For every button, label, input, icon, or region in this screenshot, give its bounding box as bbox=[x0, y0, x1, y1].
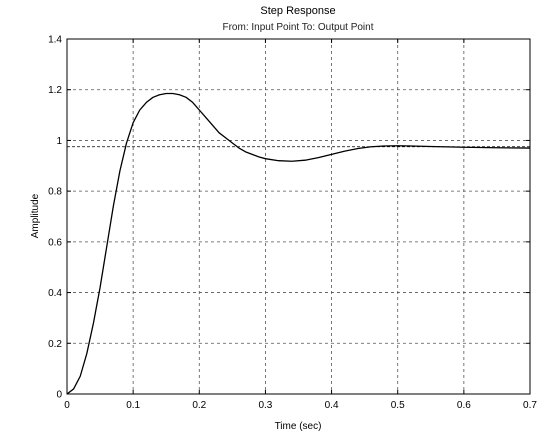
y-tick-label: 1 bbox=[56, 136, 62, 147]
x-tick-label: 0.3 bbox=[258, 400, 272, 411]
x-tick-label: 0.4 bbox=[325, 400, 339, 411]
x-tick-label: 0.5 bbox=[391, 400, 405, 411]
x-tick-label: 0 bbox=[64, 400, 70, 411]
y-tick-label: 0.4 bbox=[48, 288, 62, 299]
y-tick-label: 0 bbox=[56, 390, 62, 401]
series-layer bbox=[66, 92, 531, 395]
chart-title: Step Response bbox=[260, 5, 335, 17]
x-axis-label: Time (sec) bbox=[275, 421, 322, 432]
y-tick-label: 0.8 bbox=[48, 187, 62, 198]
grid bbox=[67, 39, 530, 394]
x-tick-label: 0.2 bbox=[192, 400, 206, 411]
y-axis-label: Amplitude bbox=[30, 193, 41, 238]
chart-subtitle: From: Input Point To: Output Point bbox=[222, 22, 373, 33]
x-tick-label: 0.7 bbox=[523, 400, 537, 411]
x-tick-label: 0.1 bbox=[126, 400, 140, 411]
step-response-line bbox=[66, 92, 531, 395]
y-tick-label: 1.2 bbox=[48, 85, 62, 96]
y-tick-label: 1.4 bbox=[48, 35, 62, 46]
ticks: 0 0.1 0.2 0.3 0.4 0.5 0.6 0.7 0 0.2 0.4 0.6 0.8 1 1.2 1… bbox=[48, 35, 537, 412]
y-tick-label: 0.2 bbox=[48, 339, 62, 350]
y-tick-label: 0.6 bbox=[48, 237, 62, 248]
plot-area bbox=[66, 38, 531, 395]
x-tick-label: 0.6 bbox=[457, 400, 471, 411]
